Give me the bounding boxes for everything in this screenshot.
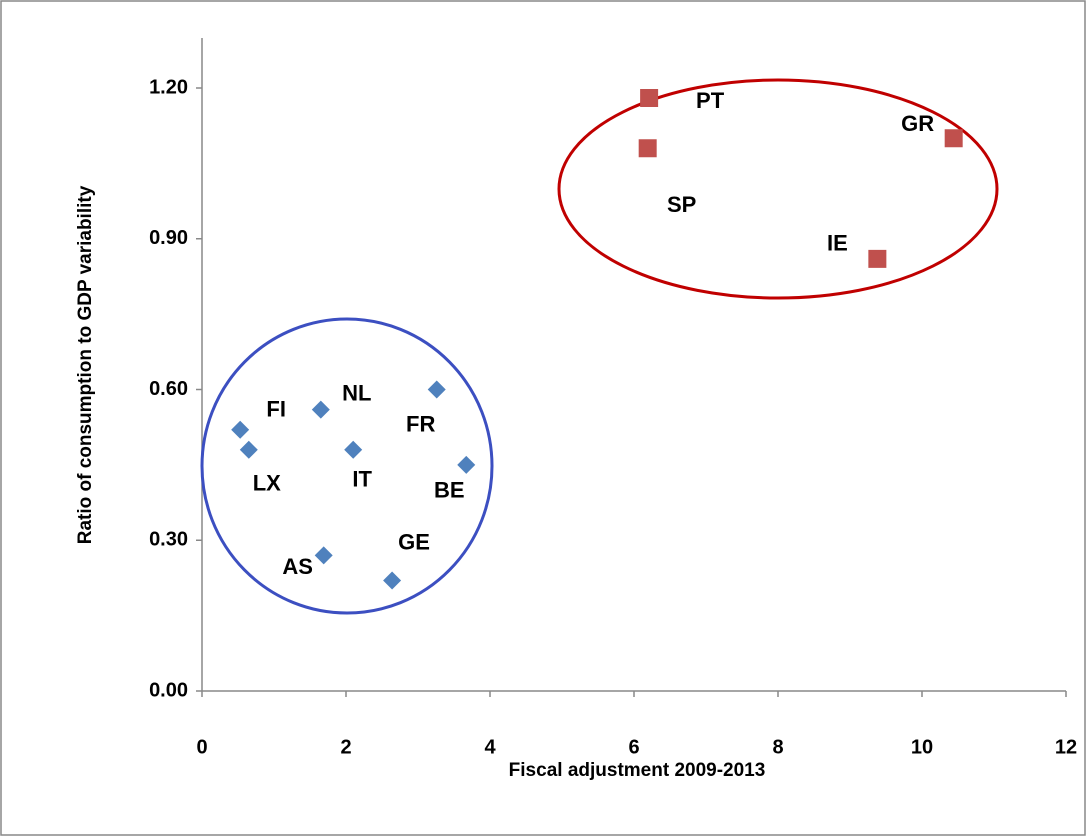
x-tick-label: 0 xyxy=(196,736,207,758)
x-tick-label: 6 xyxy=(628,736,639,758)
point xyxy=(383,571,402,590)
cluster-ellipse xyxy=(200,317,494,615)
point xyxy=(231,420,250,439)
x-tick-label: 10 xyxy=(911,736,933,758)
point-label: NL xyxy=(342,380,371,405)
point-label: FI xyxy=(266,397,286,422)
cluster-ellipse xyxy=(557,78,999,300)
x-tick-label: 12 xyxy=(1055,736,1077,758)
point-label: LX xyxy=(253,471,281,496)
y-tick-label: 0.30 xyxy=(149,529,188,551)
x-tick-label: 8 xyxy=(772,736,783,758)
y-tick-label: 0.60 xyxy=(149,378,188,400)
y-axis-title: Ratio of consumption to GDP variability xyxy=(75,185,96,544)
point-label: GR xyxy=(901,111,934,136)
x-tick-label: 2 xyxy=(340,736,351,758)
point xyxy=(344,440,363,459)
point xyxy=(944,129,963,148)
point-label: GE xyxy=(398,529,430,554)
point-label: PT xyxy=(696,88,725,113)
point xyxy=(640,89,659,108)
y-tick-label: 1.20 xyxy=(149,76,188,98)
y-tick-label: 0.00 xyxy=(149,679,188,701)
point-label: IE xyxy=(827,231,848,256)
point-label: BE xyxy=(434,478,465,503)
point-label: SP xyxy=(667,192,696,217)
point-label: AS xyxy=(282,554,313,579)
x-axis-title: Fiscal adjustment 2009-2013 xyxy=(509,760,766,781)
point xyxy=(638,139,657,158)
point xyxy=(457,455,476,474)
point xyxy=(311,400,330,419)
point-label: FR xyxy=(406,411,435,436)
point xyxy=(868,249,887,268)
point xyxy=(239,440,258,459)
point-label: IT xyxy=(352,467,372,492)
point xyxy=(314,546,333,565)
x-tick-label: 4 xyxy=(484,736,496,758)
point xyxy=(427,380,446,399)
y-tick-label: 0.90 xyxy=(149,227,188,249)
